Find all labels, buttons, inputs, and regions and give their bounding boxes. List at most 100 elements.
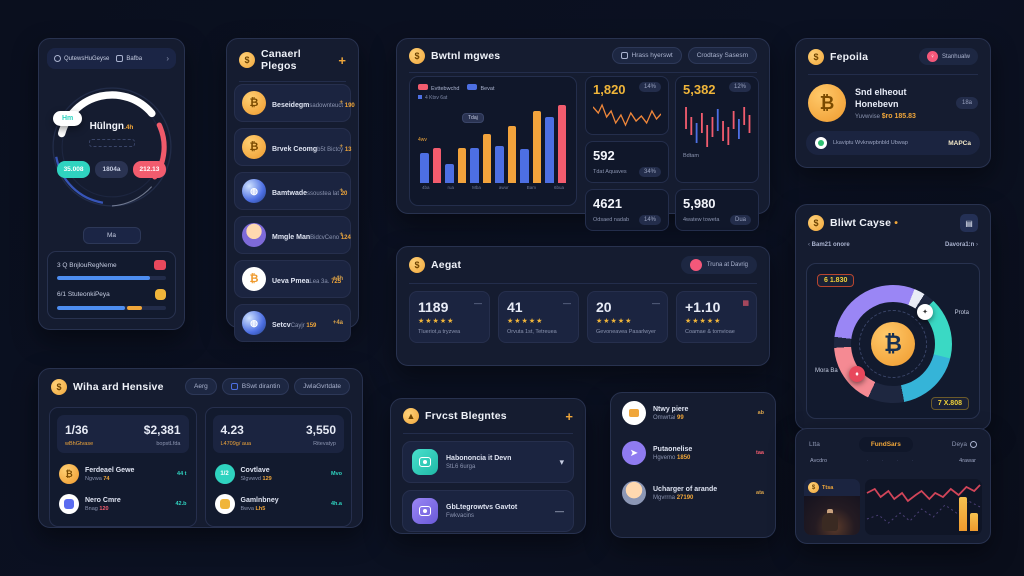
rating-card[interactable]: — 1189 ★★★★★ Tlueriot,a tryzvea xyxy=(409,291,490,343)
gauge-value-teal[interactable]: 35.008 xyxy=(56,161,91,178)
chart-bar[interactable] xyxy=(507,126,516,183)
divider xyxy=(409,283,757,284)
collapse-icon[interactable]: — xyxy=(555,506,564,516)
chart-bar[interactable] xyxy=(470,147,479,183)
stat-label: 4watew toweta xyxy=(683,217,720,223)
chart-bar[interactable] xyxy=(520,149,529,183)
asset-card[interactable]: $ Ttsa xyxy=(804,479,860,535)
stat-card[interactable]: 5,980 4watew toweta Dua xyxy=(675,189,759,231)
add-project-button[interactable]: + xyxy=(565,408,573,424)
activity-row[interactable]: ➤ Putaonelise Hgvemo 1850 taa xyxy=(611,433,775,473)
menu-dash-icon[interactable]: — xyxy=(652,299,660,308)
menu-dash-icon[interactable]: — xyxy=(563,299,571,308)
project-row[interactable]: Habononcia it Devn StL6 6urga ▾ xyxy=(402,441,574,483)
nav-next[interactable]: Davora1:n › xyxy=(944,242,978,248)
tab-ltta[interactable]: Ltta xyxy=(809,441,820,448)
balance-row[interactable]: Nero Cmre Bnag 120 42.b xyxy=(57,489,189,519)
rating-label: Orvuta 1st, Tetreuea xyxy=(507,329,557,335)
channel-action[interactable]: +4a xyxy=(332,320,343,326)
toolbar-item-2[interactable]: Bafba xyxy=(116,55,142,62)
filter-button[interactable]: Aerg xyxy=(185,378,217,395)
toolbar-item-1[interactable]: QutewsHuGeyse xyxy=(54,55,109,62)
rating-value: +1.10 xyxy=(685,299,721,315)
add-channel-button[interactable]: + xyxy=(338,52,346,68)
filter-button[interactable]: Hrass hyerswt xyxy=(611,47,682,64)
stat-card-sparkline[interactable]: 1,820 14% xyxy=(585,76,669,135)
channel-action[interactable]: + xyxy=(339,188,343,194)
channel-action[interactable]: +4h xyxy=(332,276,343,282)
activity-sub: Omwrtai 99 xyxy=(653,414,684,421)
chart-bar[interactable] xyxy=(557,105,566,183)
rating-card[interactable]: — 20 ★★★★★ Gevoneavea Pasarlwyer xyxy=(587,291,668,343)
rating-card[interactable]: — 41 ★★★★★ Orvuta 1st, Tetreuea xyxy=(498,291,579,343)
channel-item[interactable]: ◍ Bamtwadessoustea lat 20 + xyxy=(234,172,351,210)
balance-value: $2,381 xyxy=(143,423,181,437)
stat-card-candles[interactable]: 5,382 12% Bdtam xyxy=(675,76,759,183)
channel-item[interactable]: ₿ Beseidegmsadownteuct 190 + xyxy=(234,84,355,122)
tab-fundsars[interactable]: FundSars xyxy=(858,437,913,452)
wallet-value: Yuvwvise $ro 185.83 xyxy=(855,113,916,121)
stat-badge: 12% xyxy=(728,82,751,92)
camera-glyph xyxy=(419,457,431,467)
gauge-value-gray[interactable]: 1804a xyxy=(95,161,128,178)
segment-marker-icon[interactable]: ✦ xyxy=(917,304,933,320)
update-button[interactable]: JwlaGvrtdate xyxy=(294,378,350,395)
balance-row[interactable]: ₿ Ferdeael Gewe Ngvwa 74 44 t xyxy=(57,459,189,489)
tab-deya[interactable]: Deya xyxy=(952,441,977,448)
stat-value: 5,382 xyxy=(683,82,716,97)
bitcoin-icon: ₿ xyxy=(59,464,79,484)
channel-action[interactable]: + xyxy=(339,232,343,238)
channel-action[interactable]: + xyxy=(339,100,343,106)
chart-bar[interactable] xyxy=(482,133,491,183)
task-row[interactable]: 6/1 StuteonkiPeya xyxy=(57,289,166,310)
gauge-side-pill[interactable]: Hm xyxy=(53,111,83,126)
project-row[interactable]: GbLtegrowtvs Gavtot Fwkvacins — xyxy=(402,490,574,532)
balance-row[interactable]: Gamlnbney Bwva Lh5 4h.a xyxy=(213,489,345,519)
chart-bar[interactable] xyxy=(532,111,541,183)
channel-action[interactable]: + xyxy=(339,144,343,150)
flag-icon[interactable]: ▦ xyxy=(742,300,749,307)
chart-bar[interactable] xyxy=(495,145,504,183)
chevron-down-icon[interactable]: ▾ xyxy=(559,456,564,467)
bitcoin-avatar-icon: ₿ xyxy=(242,135,266,159)
nav-prev[interactable]: ‹ Bam21 onore xyxy=(808,242,850,248)
grant-button[interactable]: BSwt dirantin xyxy=(221,378,290,395)
chart-bar[interactable] xyxy=(432,147,441,183)
chart-bar[interactable] xyxy=(420,153,429,183)
channel-item[interactable]: ◍ SetcvCayjr 159 +4a xyxy=(234,304,351,342)
segment-marker-icon[interactable]: ♦ xyxy=(849,366,865,382)
channel-item[interactable]: ₿ Brvek Ceomgb5t Bictcy 13 + xyxy=(234,128,352,166)
chart-bar[interactable] xyxy=(457,147,466,183)
activity-row[interactable]: Ucharger of arande Mgvrrna 27190 ata xyxy=(611,473,775,513)
panel-corner-icon[interactable]: ▤ xyxy=(960,214,978,232)
chevron-right-icon[interactable]: › xyxy=(166,54,169,63)
activity-row[interactable]: Ntwy piere Omwrtai 99 ab xyxy=(611,393,775,433)
gauge-value-red[interactable]: 212.13 xyxy=(132,161,167,178)
progress-bar xyxy=(57,306,166,310)
wallet-badge-button[interactable]: ♀ Stanhualw xyxy=(918,48,978,65)
bar-chart-bars[interactable] xyxy=(418,105,568,183)
donut-chart[interactable]: ₿ xyxy=(834,285,952,404)
stat-card[interactable]: 4621 Odsaed nadab 14% xyxy=(585,189,669,231)
market-chart[interactable] xyxy=(865,479,982,535)
task-row[interactable]: 3 Q BnjlouRegNeme xyxy=(57,260,166,280)
star-rating: ★★★★★ xyxy=(418,318,455,325)
channel-item[interactable]: ₿ Ueva PmeaLea 3a. 725 +4h xyxy=(234,260,351,298)
menu-dash-icon[interactable]: — xyxy=(474,299,482,308)
ratings-badge-button[interactable]: Truna at Davrig xyxy=(680,256,757,274)
gauge-tab[interactable]: Ma xyxy=(82,227,141,244)
wallet-footer-pill[interactable]: Lkaviptu Wvknwpbnbld Ubwap MAPCa xyxy=(806,131,980,155)
balance-row[interactable]: 1/2 Covtlave Slgvwvd 129 Mvo xyxy=(213,459,345,489)
rating-card[interactable]: ▦ +1.10 ★★★★★ Coamae & tomvioae xyxy=(676,291,757,343)
chart-bar[interactable] xyxy=(545,116,554,183)
market-sub-right[interactable]: 4rawar xyxy=(959,458,976,464)
user-avatar xyxy=(622,481,646,505)
chart-bar[interactable] xyxy=(445,163,454,183)
market-sub-left[interactable]: Avcdro xyxy=(810,458,828,464)
stat-card[interactable]: 592 Tdat Aquaves 34% xyxy=(585,141,669,183)
wallet-chip[interactable]: 18a xyxy=(955,97,978,109)
activity-title: Ntwy piere xyxy=(653,405,689,413)
settings-button[interactable]: Crodtasy Sasesm xyxy=(687,47,757,64)
channel-item[interactable]: Mmgle ManBidcvCeno 124 + xyxy=(234,216,351,254)
